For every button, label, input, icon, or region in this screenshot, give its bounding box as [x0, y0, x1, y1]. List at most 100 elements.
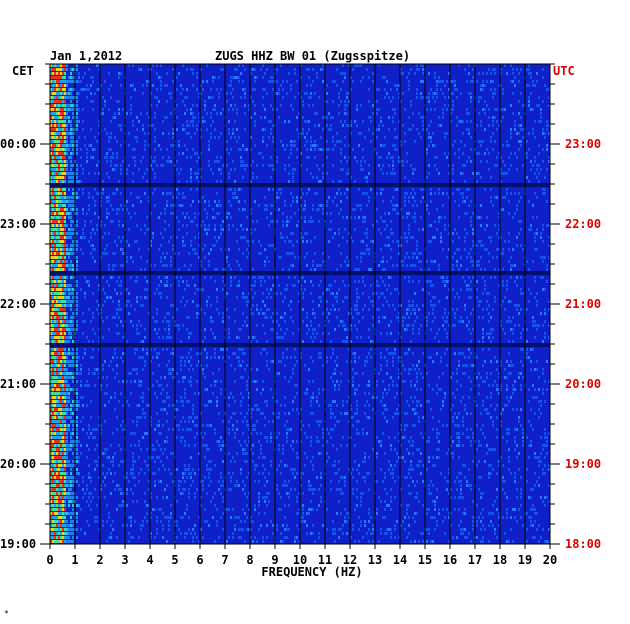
spectrogram-cell: [204, 108, 206, 111]
spectrogram-cell: [52, 116, 54, 119]
spectrogram-cell: [122, 108, 124, 111]
spectrogram-cell: [182, 404, 184, 407]
spectrogram-cell: [84, 220, 86, 223]
spectrogram-cell: [172, 376, 174, 379]
spectrogram-cell: [420, 136, 422, 139]
spectrogram-cell: [518, 80, 520, 83]
spectrogram-cell: [330, 116, 332, 119]
spectrogram-cell: [54, 388, 56, 391]
spectrogram-cell: [80, 88, 82, 91]
spectrogram-cell: [58, 100, 60, 103]
spectrogram-cell: [404, 108, 406, 111]
spectrogram-cell: [426, 280, 428, 283]
spectrogram-cell: [448, 324, 450, 327]
spectrogram-cell: [56, 76, 58, 79]
spectrogram-cell: [386, 392, 388, 395]
spectrogram-cell: [362, 316, 364, 319]
spectrogram-cell: [208, 252, 210, 255]
spectrogram-cell: [232, 108, 234, 111]
spectrogram-cell: [78, 92, 80, 95]
spectrogram-cell: [390, 200, 392, 203]
spectrogram-cell: [186, 316, 188, 319]
spectrogram-cell: [252, 240, 254, 243]
spectrogram-cell: [446, 192, 448, 195]
spectrogram-cell: [248, 244, 250, 247]
spectrogram-cell: [72, 376, 74, 379]
spectrogram-cell: [202, 368, 204, 371]
spectrogram-cell: [314, 192, 316, 195]
spectrogram-cell: [154, 96, 156, 99]
spectrogram-cell: [538, 180, 540, 183]
spectrogram-cell: [66, 400, 68, 403]
spectrogram-cell: [96, 88, 98, 91]
spectrogram-cell: [190, 176, 192, 179]
spectrogram-cell: [56, 208, 58, 211]
spectrogram-cell: [338, 180, 340, 183]
spectrogram-cell: [70, 200, 72, 203]
spectrogram-cell: [52, 276, 54, 279]
spectrogram-cell: [68, 188, 70, 191]
spectrogram-cell: [486, 372, 488, 375]
spectrogram-cell: [446, 336, 448, 339]
spectrogram-cell: [370, 284, 372, 287]
spectrogram-cell: [538, 400, 540, 403]
spectrogram-cell: [62, 172, 64, 175]
spectrogram-cell: [212, 332, 214, 335]
spectrogram-cell: [66, 304, 68, 307]
spectrogram-cell: [386, 172, 388, 175]
spectrogram-cell: [254, 292, 256, 295]
spectrogram-cell: [58, 204, 60, 207]
spectrogram-cell: [340, 252, 342, 255]
spectrogram-cell: [94, 372, 96, 375]
spectrogram-cell: [192, 404, 194, 407]
spectrogram-cell: [412, 112, 414, 115]
spectrogram-cell: [310, 292, 312, 295]
spectrogram-cell: [58, 280, 60, 283]
spectrogram-cell: [284, 288, 286, 291]
spectrogram-cell: [430, 140, 432, 143]
spectrogram-cell: [282, 88, 284, 91]
spectrogram-cell: [196, 252, 198, 255]
spectrogram-cell: [360, 168, 362, 171]
spectrogram-cell: [328, 128, 330, 131]
spectrogram-cell: [380, 400, 382, 403]
spectrogram-cell: [438, 388, 440, 391]
spectrogram-cell: [408, 228, 410, 231]
spectrogram-cell: [58, 236, 60, 239]
spectrogram-cell: [508, 352, 510, 355]
spectrogram-cell: [460, 400, 462, 403]
spectrogram-cell: [250, 312, 252, 315]
spectrogram-cell: [56, 292, 58, 295]
spectrogram-cell: [312, 80, 314, 83]
spectrogram-cell: [58, 124, 60, 127]
spectrogram-cell: [106, 156, 108, 159]
spectrogram-cell: [420, 200, 422, 203]
spectrogram-cell: [312, 260, 314, 263]
spectrogram-cell: [140, 268, 142, 271]
spectrogram-cell: [500, 68, 502, 71]
spectrogram-cell: [76, 172, 78, 175]
spectrogram-cell: [70, 268, 72, 271]
spectrogram-cell: [104, 360, 106, 363]
spectrogram-cell: [80, 148, 82, 151]
spectrogram-cell: [196, 160, 198, 163]
spectrogram-cell: [410, 104, 412, 107]
spectrogram-cell: [390, 156, 392, 159]
spectrogram-cell: [290, 192, 292, 195]
spectrogram-cell: [358, 312, 360, 315]
spectrogram-cell: [166, 392, 168, 395]
spectrogram-cell: [118, 380, 120, 383]
spectrogram-cell: [472, 244, 474, 247]
spectrogram-cell: [194, 292, 196, 295]
spectrogram-cell: [302, 236, 304, 239]
spectrogram-cell: [76, 244, 78, 247]
spectrogram-cell: [208, 228, 210, 231]
spectrogram-cell: [244, 320, 246, 323]
spectrogram-cell: [302, 132, 304, 135]
spectrogram-cell: [50, 324, 52, 327]
spectrogram-cell: [452, 264, 454, 267]
spectrogram-cell: [364, 136, 366, 139]
spectrogram-cell: [208, 140, 210, 143]
spectrogram-cell: [60, 260, 62, 263]
spectrogram-cell: [490, 236, 492, 239]
